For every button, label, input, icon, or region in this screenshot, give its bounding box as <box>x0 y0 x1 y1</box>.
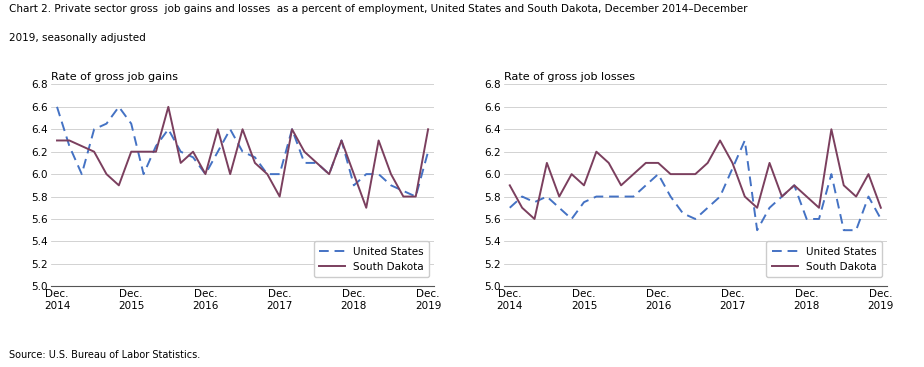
Legend: United States, South Dakota: United States, South Dakota <box>313 241 429 277</box>
Text: 2019, seasonally adjusted: 2019, seasonally adjusted <box>9 33 146 43</box>
Text: Rate of gross job losses: Rate of gross job losses <box>504 72 635 82</box>
Text: Source: U.S. Bureau of Labor Statistics.: Source: U.S. Bureau of Labor Statistics. <box>9 350 201 360</box>
Text: Rate of gross job gains: Rate of gross job gains <box>51 72 177 82</box>
Text: Chart 2. Private sector gross  job gains and losses  as a percent of employment,: Chart 2. Private sector gross job gains … <box>9 4 748 14</box>
Legend: United States, South Dakota: United States, South Dakota <box>766 241 881 277</box>
